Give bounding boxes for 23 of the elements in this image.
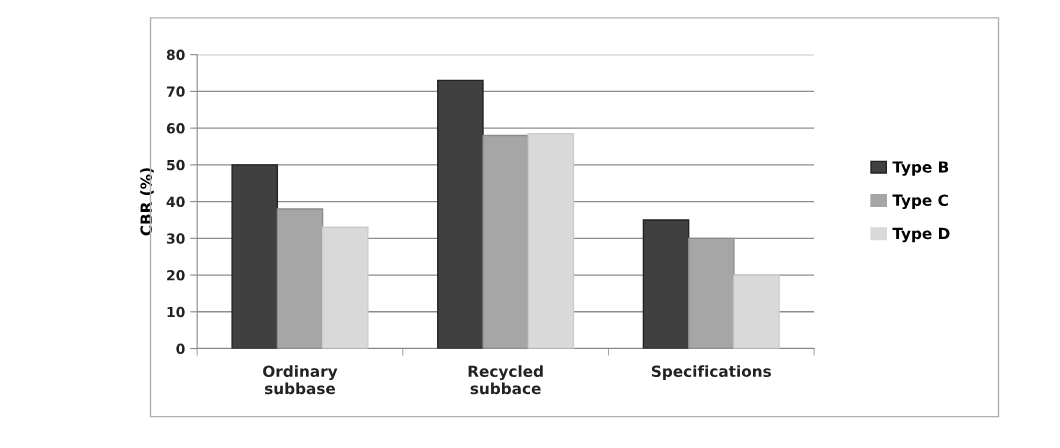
legend-label: Type B <box>892 161 949 176</box>
legend-label: Type D <box>892 227 950 243</box>
y-tick-label: 30 <box>166 233 185 244</box>
y-tick-label: 80 <box>166 49 185 61</box>
y-tick-label: 40 <box>166 196 185 208</box>
y-tick-label: 50 <box>167 159 185 171</box>
legend-label: Type C <box>892 194 948 210</box>
x-tick-label: Specifications <box>651 365 771 380</box>
bar <box>642 219 690 349</box>
bar <box>231 164 279 349</box>
y-tick-label: 70 <box>166 86 185 97</box>
y-tick-label: 10 <box>167 306 185 318</box>
bar <box>321 226 369 349</box>
x-tick-label: Ordinary subbase <box>263 365 338 395</box>
bar <box>482 134 529 349</box>
x-tick-label: Recycled subbace <box>468 365 543 395</box>
y-tick-label: 60 <box>166 123 185 134</box>
bar <box>276 208 324 349</box>
bar <box>437 79 484 349</box>
bar <box>527 132 575 349</box>
y-tick-label: 20 <box>167 270 185 281</box>
y-tick-label: 0 <box>176 343 185 355</box>
bar <box>733 274 780 349</box>
